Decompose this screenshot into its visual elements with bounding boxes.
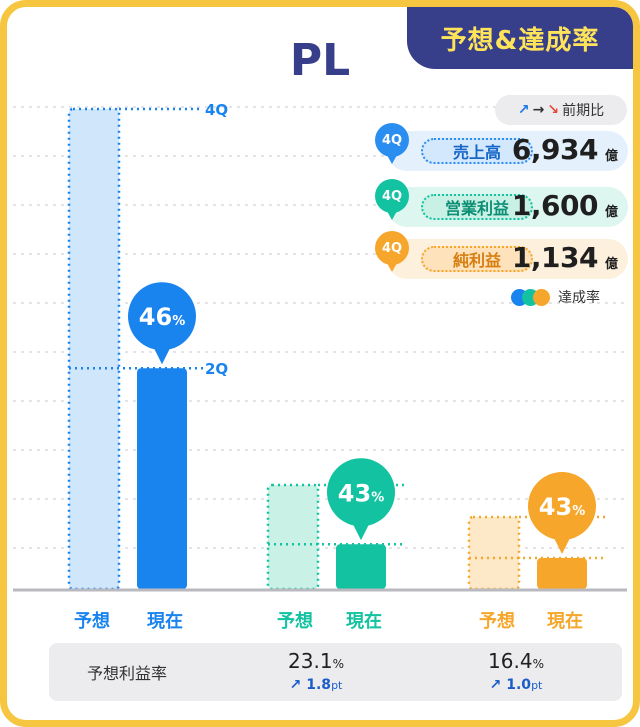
- forecast-achievement-tag: 予想&達成率: [407, 7, 633, 69]
- kpi-quarter-badge: 4Q: [375, 179, 409, 220]
- kpi-unit: 億: [604, 257, 618, 272]
- achievement-label: 43%: [539, 493, 585, 521]
- margin-value: 23.1%: [288, 649, 344, 673]
- chart-plot: 46% 4Q 2Q 43% 43%: [13, 101, 627, 592]
- forecast-bar: [467, 515, 521, 591]
- achievement-bubble: [528, 472, 596, 541]
- yoy-legend-label: 前期比: [562, 103, 605, 119]
- achievement-bubble: [128, 282, 196, 351]
- arrow-flat-icon: →: [532, 102, 545, 118]
- forecast-bar: [266, 483, 320, 591]
- kpi-value: 1,600: [511, 189, 599, 222]
- yoy-legend: ↗ → ↘ 前期比: [495, 95, 627, 125]
- orange-dot-icon: [533, 288, 550, 306]
- margin-delta: ↗ 1.8pt: [289, 677, 343, 693]
- current-bar: [137, 368, 187, 589]
- kpi-name: 営業利益: [421, 194, 533, 220]
- current-bar: [336, 544, 386, 589]
- achievement-legend-label: 達成率: [558, 290, 600, 306]
- arrow-up-icon: ↗: [289, 677, 302, 693]
- kpi-net-profit: 4Q 純利益 1,134 億: [375, 231, 628, 279]
- margin-value: 16.4%: [488, 649, 544, 673]
- achievement-legend: 達成率: [511, 287, 600, 307]
- current-bar: [537, 558, 587, 589]
- kpi-value: 1,134: [511, 241, 599, 274]
- kpi-name: 売上高: [421, 138, 533, 164]
- forecast-margin-label: 予想利益率: [87, 664, 168, 683]
- kpi-quarter-badge: 4Q: [375, 123, 409, 164]
- achievement-label: 46%: [139, 303, 185, 331]
- bubble-pointer: [352, 522, 370, 541]
- kpi-revenue: 4Q 売上高 6,934 億: [375, 123, 628, 171]
- chart-title: PL: [289, 35, 351, 86]
- forecast-quarter-label: 4Q: [205, 101, 228, 119]
- category-label: 現在: [147, 611, 183, 632]
- margin-delta: ↗ 1.0pt: [489, 677, 543, 693]
- achievement-bubble: [327, 458, 395, 527]
- kpi-operating-profit: 4Q 営業利益 1,600 億: [375, 179, 628, 227]
- arrow-down-icon: ↘: [547, 102, 560, 118]
- kpi-unit: 億: [604, 149, 618, 164]
- category-label: 予想: [74, 611, 110, 632]
- kpi-unit: 億: [604, 205, 618, 220]
- forecast-margin-row: 予想利益率 23.1% ↗ 1.8pt 16.4% ↗ 1.0pt: [49, 643, 622, 701]
- category-label: 現在: [547, 611, 583, 632]
- category-label: 予想: [277, 611, 313, 632]
- category-label: 予想: [479, 611, 515, 632]
- arrow-up-icon: ↗: [489, 677, 502, 693]
- achievement-label: 43%: [338, 479, 384, 507]
- arrow-up-icon: ↗: [517, 102, 530, 118]
- bubble-pointer: [153, 346, 171, 365]
- kpi-value: 6,934: [511, 133, 599, 166]
- kpi-quarter-badge: 4Q: [375, 231, 409, 272]
- forecast-bar: [67, 107, 121, 591]
- kpi-name: 純利益: [421, 246, 533, 272]
- category-label: 現在: [346, 611, 382, 632]
- current-quarter-label: 2Q: [205, 360, 228, 378]
- bubble-pointer: [553, 536, 571, 555]
